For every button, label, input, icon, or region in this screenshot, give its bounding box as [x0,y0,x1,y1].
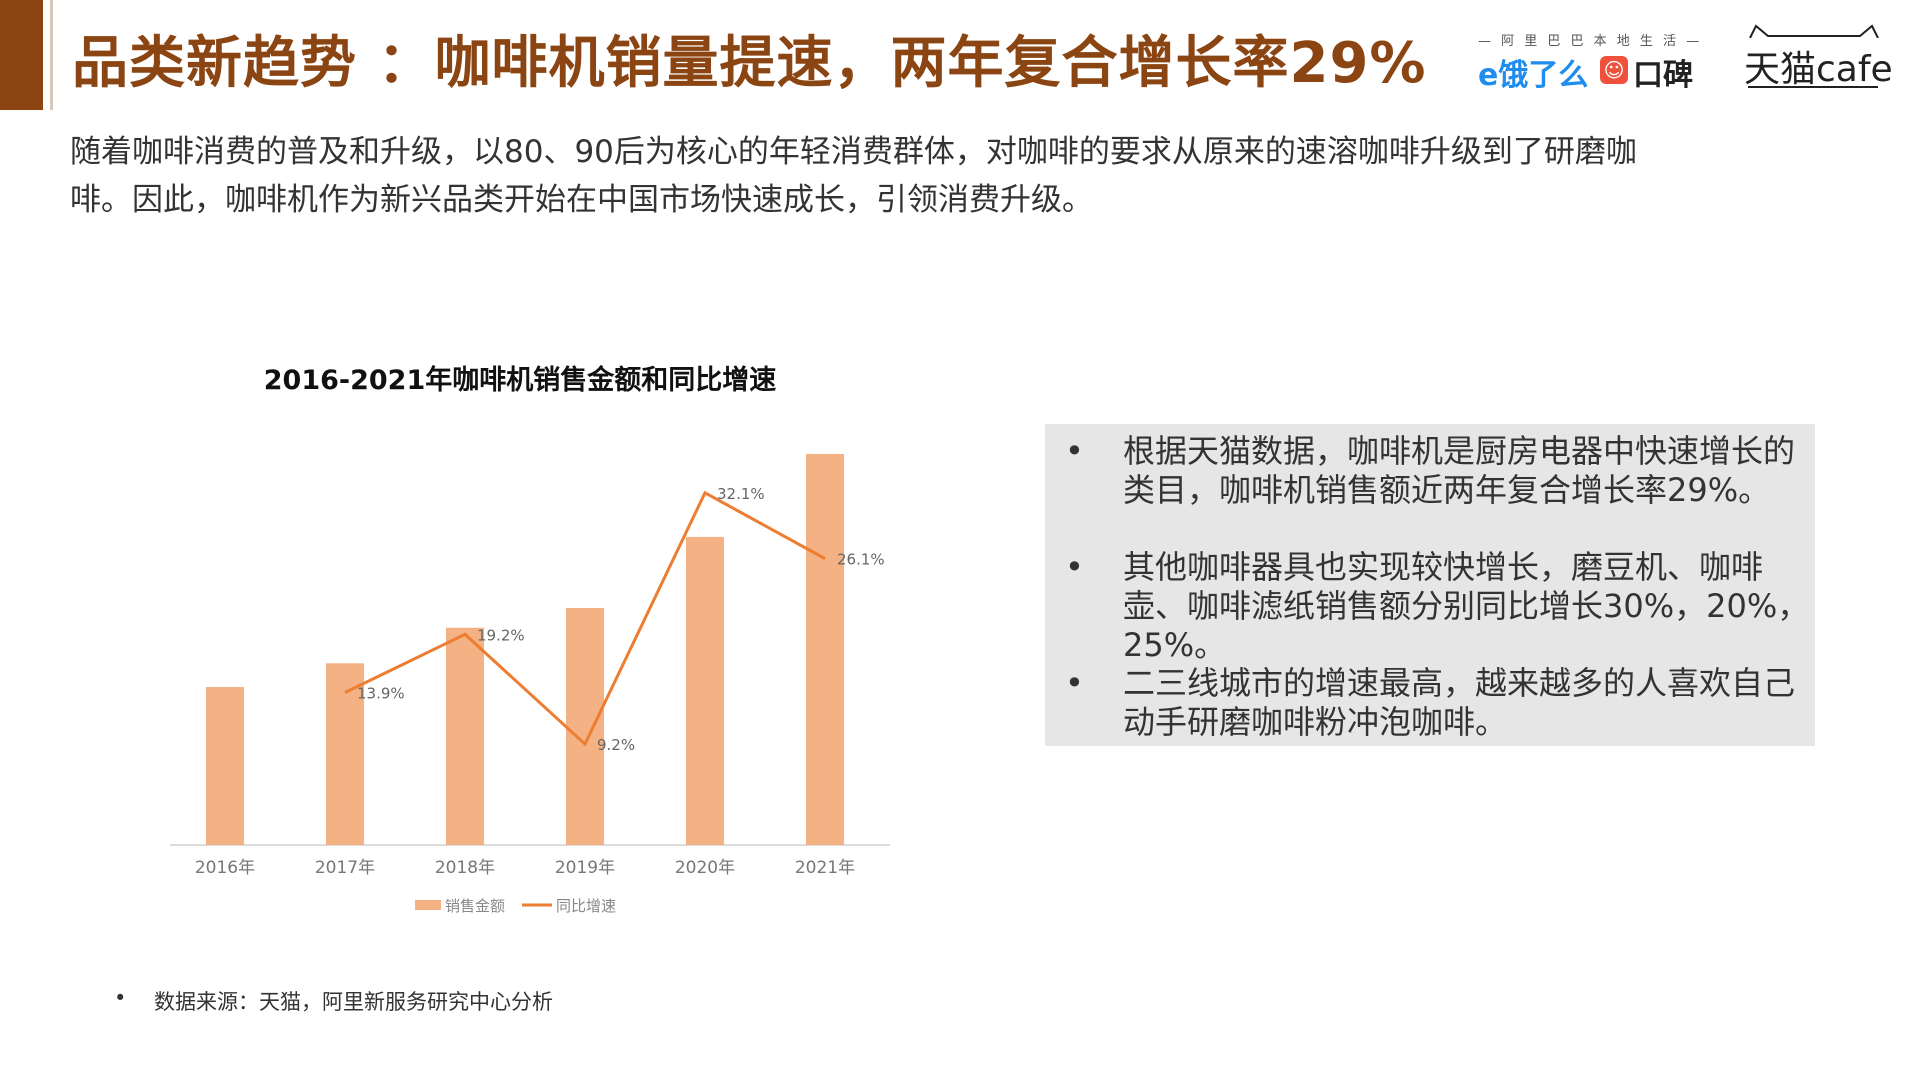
eleme-koubei-logo: — 阿 里 巴 巴 本 地 生 活 — e饿了么 ☺ 口碑 [1478,30,1703,94]
growth-label-2021年: 26.1% [837,551,885,569]
insight-text-1: 根据天猫数据，咖啡机是厨房电器中快速增长的类目，咖啡机销售额近两年复合增长率29… [1123,432,1796,509]
source-text: 数据来源：天猫，阿里新服务研究中心分析 [154,990,553,1014]
growth-rate-line [344,490,826,747]
bar-2020年 [686,536,724,845]
eleme-tagline: — 阿 里 巴 巴 本 地 生 活 — [1478,34,1703,49]
bars-group [206,453,844,845]
tmall-cafe-name: 天猫cafe [1744,49,1893,90]
title-accent-bar [0,0,43,110]
eleme-e-icon: e [1478,58,1499,93]
tmall-cat-ears-icon [1749,24,1879,38]
chart-legend: 销售金额 同比增速 [415,897,616,915]
legend-bar-label: 销售金额 [445,897,505,915]
bullet-marker: • [1065,548,1084,586]
source-bullet-marker: • [114,986,127,1010]
x-tick-2020年: 2020年 [675,858,735,878]
x-tick-2016年: 2016年 [195,858,255,878]
x-tick-2018年: 2018年 [435,858,495,878]
sales-growth-chart: 2016年 2017年 2018年 2019年 2020年 2021年 13.9% 19.2… [170,453,890,915]
bar-2016年 [206,687,244,845]
legend-line-label: 同比增速 [556,897,616,915]
bar-2021年 [806,453,844,845]
x-tick-2017年: 2017年 [315,858,375,878]
insight-text-2: 其他咖啡器具也实现较快增长，磨豆机、咖啡壶、咖啡滤纸销售额分别同比增长30%，2… [1123,548,1810,664]
tmall-logo-baseline [1748,86,1878,88]
bar-2018年 [446,627,484,845]
chart-title: 2016-2021年咖啡机销售金额和同比增速 [263,365,777,396]
growth-label-2019年: 9.2% [597,736,635,754]
x-tick-2019年: 2019年 [555,858,615,878]
legend-bar-swatch [415,900,441,910]
tmall-cafe-logo: 天猫cafe [1742,24,1893,96]
insight-text-3: 二三线城市的增速最高，越来越多的人喜欢自己动手研磨咖啡粉冲泡咖啡。 [1123,664,1796,741]
x-tick-labels: 2016年 2017年 2018年 2019年 2020年 2021年 [195,858,855,878]
bar-2019年 [566,608,604,845]
title-accent-line [50,0,53,110]
koubei-name: 口碑 [1633,58,1693,93]
bullet-marker: • [1065,432,1084,470]
growth-label-2020年: 32.1% [717,485,765,503]
koubei-icon: ☺ [1600,56,1628,84]
growth-label-2018年: 19.2% [477,626,525,644]
growth-rate-labels: 13.9% 19.2% 9.2% 32.1% 26.1% [357,485,885,754]
slide-title: 品类新趋势 ：咖啡机销量提速，两年复合增长率29% [72,31,1427,96]
x-tick-2021年: 2021年 [795,858,855,878]
growth-label-2017年: 13.9% [357,684,405,702]
bar-2017年 [326,663,364,845]
eleme-name: 饿了么 [1498,58,1589,93]
intro-paragraph: 随着咖啡消费的普及和升级，以80、90后为核心的年轻消费群体，对咖啡的要求从原来… [70,134,1637,218]
insight-box: • 根据天猫数据，咖啡机是厨房电器中快速增长的类目，咖啡机销售额近两年复合增长率… [1045,424,1815,746]
bullet-marker: • [1065,664,1084,702]
eleme-logo-text: e饿了么 [1478,50,1588,94]
